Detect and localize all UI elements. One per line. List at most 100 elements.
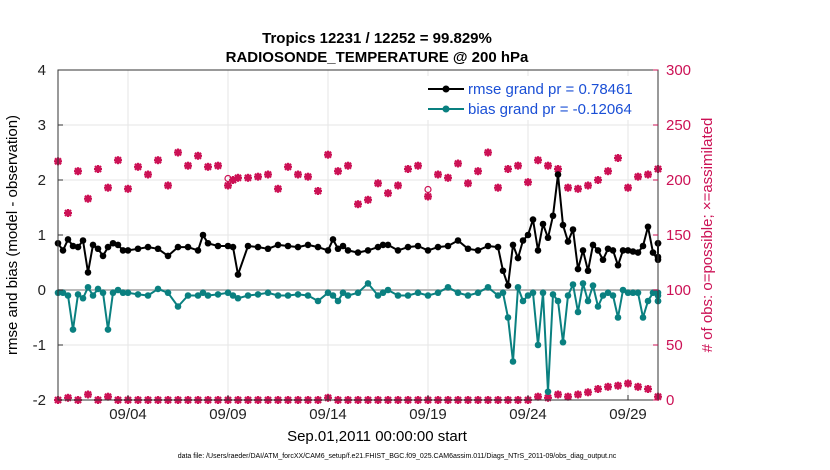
obs-assimilated-point xyxy=(604,382,612,391)
obs-assimilated-point xyxy=(564,392,572,401)
obs-possible-point xyxy=(194,151,202,160)
obs-possible-point-core xyxy=(175,150,181,155)
rmse-point xyxy=(604,245,612,253)
y-tick-label-left: 3 xyxy=(38,117,46,134)
bias-point xyxy=(264,289,272,297)
bias-point xyxy=(89,292,97,299)
bias-point xyxy=(494,292,502,299)
rmse-point xyxy=(89,241,97,249)
obs-assimilated-point-core xyxy=(565,394,571,400)
rmse-point xyxy=(99,252,107,260)
obs-possible-point xyxy=(84,194,92,203)
obs-possible-point-core xyxy=(475,168,481,174)
rmse-point xyxy=(614,261,622,269)
obs-assimilated-point-core xyxy=(635,384,641,390)
legend-marker-bias xyxy=(442,105,450,113)
obs-possible-point xyxy=(294,170,302,179)
y-tick-label-right: 300 xyxy=(666,62,691,79)
obs-possible-point-core xyxy=(345,163,351,169)
bias-point xyxy=(194,292,202,299)
obs-assimilated-point xyxy=(84,390,92,399)
rmse-point xyxy=(484,242,492,250)
obs-possible-point-core xyxy=(275,186,281,192)
obs-assimilated-point xyxy=(64,393,72,402)
rmse-point xyxy=(254,243,262,251)
obs-assimilated-point-core xyxy=(65,395,71,401)
rmse-point xyxy=(474,247,482,254)
obs-possible-point xyxy=(134,162,142,171)
bias-point xyxy=(504,314,512,321)
rmse-point xyxy=(509,241,517,249)
x-axis-label: Sep.01,2011 00:00:00 start xyxy=(287,428,468,445)
bias-point xyxy=(464,292,472,299)
bias-point xyxy=(544,388,552,396)
obs-possible-point xyxy=(224,181,232,190)
obs-possible-point xyxy=(634,172,642,181)
obs-possible-point-core xyxy=(515,163,521,169)
obs-assimilated-point-core xyxy=(595,386,601,392)
obs-possible-point-core xyxy=(395,183,401,188)
obs-possible-point xyxy=(554,165,562,173)
rmse-point xyxy=(314,243,322,251)
obs-possible-point-core xyxy=(155,157,161,163)
obs-possible-point xyxy=(334,167,342,176)
obs-possible-point xyxy=(264,170,272,179)
rmse-point xyxy=(504,282,512,289)
bias-point xyxy=(534,341,542,349)
rmse-point xyxy=(244,242,252,250)
obs-assimilated-point-core xyxy=(575,392,581,397)
rmse-point xyxy=(294,243,302,251)
obs-possible-point-core xyxy=(375,180,381,186)
obs-possible-point-core xyxy=(165,183,171,188)
bias-point xyxy=(114,286,122,294)
legend-box xyxy=(420,76,650,120)
rmse-point xyxy=(384,241,392,249)
obs-possible-point xyxy=(284,162,292,171)
obs-assimilated-point-core xyxy=(545,395,551,401)
obs-possible-point-core xyxy=(595,177,601,183)
obs-possible-point-core xyxy=(255,174,261,180)
y-tick-label-right: 0 xyxy=(666,392,674,409)
rmse-point xyxy=(199,231,207,239)
bias-point xyxy=(374,292,382,299)
obs-possible-point xyxy=(614,154,622,162)
obs-assimilated-point-core xyxy=(615,383,621,389)
bias-point xyxy=(444,283,452,291)
obs-possible-point xyxy=(364,195,372,204)
rmse-point xyxy=(454,237,462,244)
obs-possible-point-core xyxy=(365,197,371,203)
bias-point xyxy=(174,303,182,310)
obs-possible-point-core xyxy=(205,164,211,170)
obs-assimilated-point xyxy=(584,388,592,397)
obs-possible-point xyxy=(414,161,422,170)
obs-possible-point-core xyxy=(635,174,641,180)
bias-point xyxy=(584,297,592,305)
rmse-point xyxy=(644,223,652,231)
rmse-point xyxy=(264,245,272,253)
rmse-point xyxy=(174,243,182,251)
rmse-point xyxy=(574,265,582,273)
bias-point xyxy=(634,289,642,297)
obs-assimilated-point xyxy=(554,390,562,399)
obs-possible-point-core xyxy=(615,155,621,161)
rmse-point xyxy=(584,267,592,275)
bias-point xyxy=(344,292,352,299)
rmse-point xyxy=(379,241,387,249)
rmse-point xyxy=(374,243,382,251)
bias-point xyxy=(434,289,442,297)
bias-point xyxy=(574,308,582,316)
obs-possible-point-core xyxy=(585,183,591,188)
rmse-point xyxy=(284,242,292,250)
bias-point xyxy=(599,292,607,299)
bias-point xyxy=(539,289,547,297)
bias-point xyxy=(614,314,622,321)
bias-point xyxy=(589,282,597,289)
obs-possible-point xyxy=(114,156,122,165)
bias-point xyxy=(204,292,212,299)
bias-point xyxy=(184,292,192,299)
obs-possible-point xyxy=(444,173,452,182)
legend: rmse grand pr = 0.78461 bias grand pr = … xyxy=(420,76,650,120)
obs-possible-point-core xyxy=(305,174,311,180)
